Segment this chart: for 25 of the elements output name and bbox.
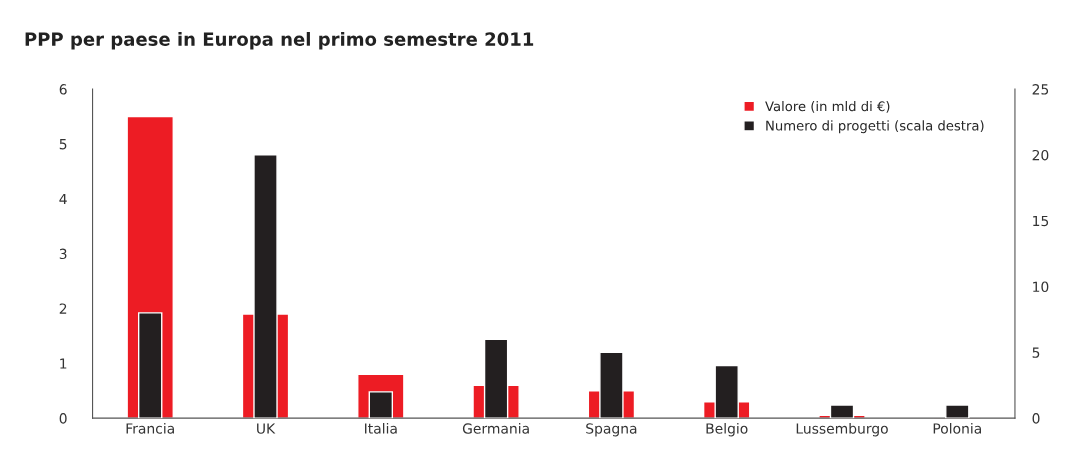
x-tick-label: Belgio (706, 423, 748, 437)
x-tick-label: Germania (462, 423, 529, 434)
y-tick-label: 6 (59, 84, 67, 95)
x-tick-label: UK (257, 423, 276, 434)
bar (945, 404, 970, 419)
y-tick-label: 1 (60, 358, 67, 369)
y-tick-label: 4 (59, 193, 67, 205)
y2-tick-label: 20 (1032, 149, 1049, 161)
y2-tick-label: 15 (1033, 215, 1049, 227)
y2-tick-label: 25 (1032, 84, 1049, 95)
y2-tick-label: 0 (1032, 413, 1040, 424)
y2-tick-label: 5 (1032, 347, 1040, 358)
x-tick-label: Italia (365, 423, 397, 434)
x-tick-label: Polonia (933, 423, 981, 434)
x-tick-label: Francia (126, 423, 174, 434)
chart-title: PPP per paese in Europa nel primo semestre 2011 (25, 31, 534, 50)
legend-label: Numero di progetti (scala destra) (766, 120, 984, 134)
y-tick-label: 2 (59, 303, 67, 314)
y-tick-label: 0 (59, 413, 67, 424)
x-tick-label: Lussemburgo (796, 423, 888, 437)
y-tick-label: 3 (59, 248, 67, 260)
x-tick-label: Spagna (586, 423, 637, 437)
y2-tick-label: 10 (1033, 281, 1049, 293)
legend-label: Valore (in mld di €) (765, 100, 890, 113)
y-tick-label: 5 (59, 139, 67, 150)
